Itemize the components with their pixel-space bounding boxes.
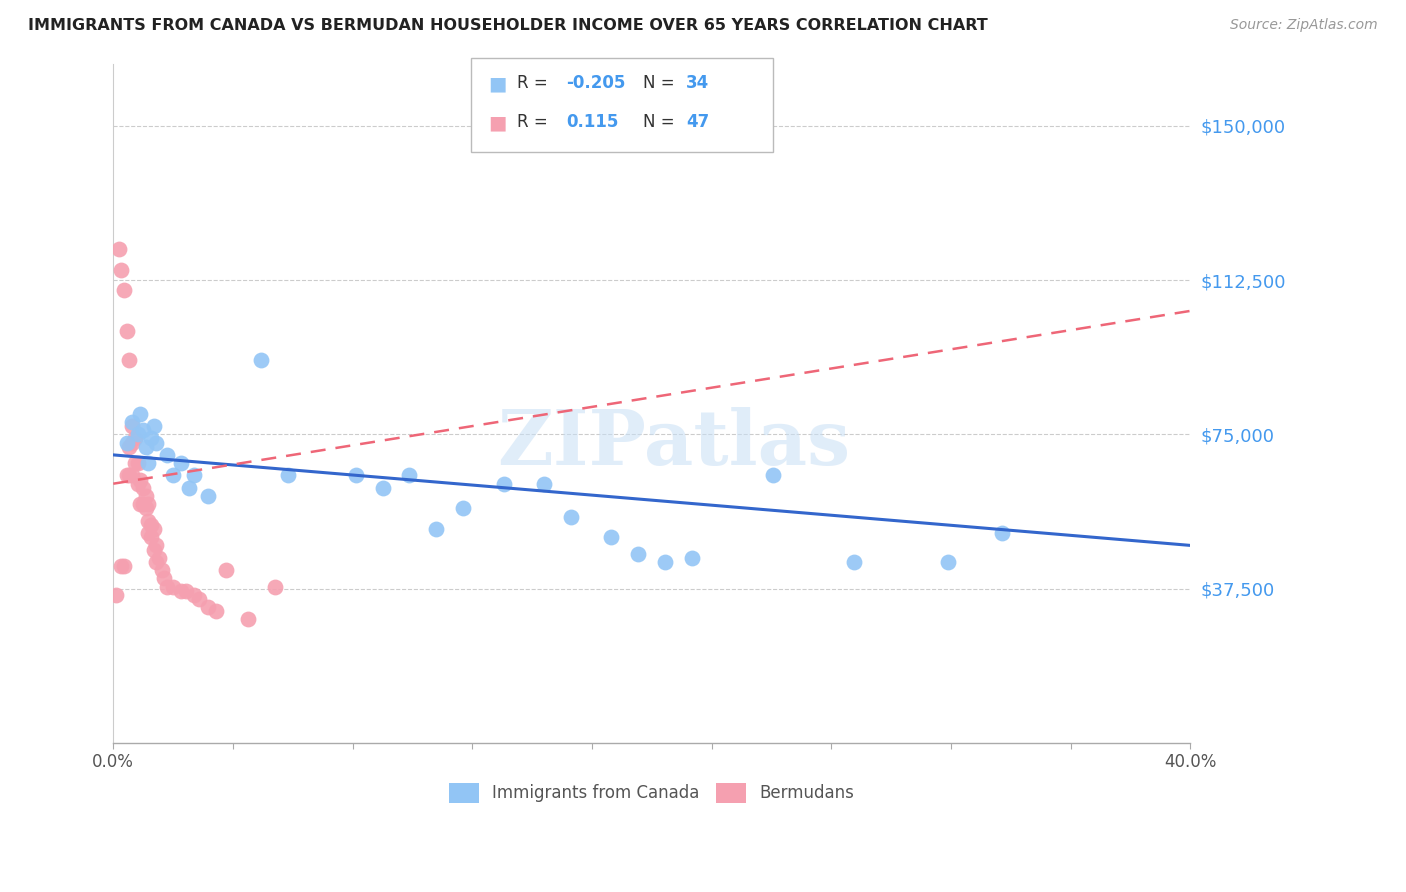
Text: ■: ■ bbox=[488, 113, 506, 132]
Point bbox=[124, 456, 146, 470]
Point bbox=[124, 432, 146, 446]
Point bbox=[183, 588, 205, 602]
Point bbox=[600, 530, 623, 544]
Point bbox=[169, 456, 191, 470]
Point bbox=[132, 481, 155, 495]
Point bbox=[204, 604, 226, 618]
Point bbox=[121, 415, 143, 429]
Text: 34: 34 bbox=[686, 74, 710, 92]
Point bbox=[162, 468, 184, 483]
Point bbox=[121, 468, 143, 483]
Point bbox=[492, 476, 515, 491]
Point bbox=[139, 432, 162, 446]
Point bbox=[115, 468, 138, 483]
Point bbox=[991, 526, 1014, 541]
Point bbox=[142, 542, 165, 557]
Point bbox=[118, 468, 141, 483]
Point bbox=[139, 517, 162, 532]
Text: N =: N = bbox=[643, 74, 679, 92]
Point bbox=[136, 514, 159, 528]
Point bbox=[145, 538, 167, 552]
Point bbox=[110, 559, 132, 574]
Text: Source: ZipAtlas.com: Source: ZipAtlas.com bbox=[1230, 18, 1378, 32]
Point bbox=[145, 435, 167, 450]
Text: 47: 47 bbox=[686, 113, 710, 131]
Text: R =: R = bbox=[517, 113, 554, 131]
Point bbox=[135, 440, 157, 454]
Point bbox=[132, 497, 155, 511]
Point bbox=[425, 522, 447, 536]
Point bbox=[681, 550, 703, 565]
Point bbox=[169, 583, 191, 598]
Point bbox=[127, 476, 149, 491]
Text: -0.205: -0.205 bbox=[567, 74, 626, 92]
Point bbox=[127, 456, 149, 470]
Point bbox=[132, 423, 155, 437]
Point bbox=[118, 440, 141, 454]
Point bbox=[142, 522, 165, 536]
Point bbox=[156, 448, 179, 462]
Point bbox=[560, 509, 582, 524]
Point bbox=[162, 580, 184, 594]
Point bbox=[153, 571, 176, 585]
Point bbox=[762, 468, 785, 483]
Point bbox=[129, 497, 152, 511]
Point bbox=[136, 526, 159, 541]
Point bbox=[371, 481, 394, 495]
Point bbox=[107, 242, 129, 256]
Point bbox=[197, 489, 219, 503]
Point bbox=[139, 530, 162, 544]
Point bbox=[145, 555, 167, 569]
Point bbox=[398, 468, 420, 483]
Point bbox=[136, 497, 159, 511]
Point bbox=[183, 468, 205, 483]
Text: ■: ■ bbox=[488, 74, 506, 93]
Point bbox=[129, 473, 152, 487]
Point bbox=[136, 456, 159, 470]
Point bbox=[115, 325, 138, 339]
Point bbox=[188, 591, 211, 606]
Text: ZIPatlas: ZIPatlas bbox=[496, 408, 849, 481]
Point bbox=[127, 427, 149, 442]
Point bbox=[142, 419, 165, 434]
Text: 0.115: 0.115 bbox=[567, 113, 619, 131]
Point bbox=[148, 550, 170, 565]
Text: N =: N = bbox=[643, 113, 679, 131]
Point bbox=[215, 563, 238, 577]
Point bbox=[112, 559, 135, 574]
Point bbox=[344, 468, 367, 483]
Point bbox=[842, 555, 865, 569]
Legend: Immigrants from Canada, Bermudans: Immigrants from Canada, Bermudans bbox=[443, 777, 862, 809]
Point bbox=[121, 435, 143, 450]
Point bbox=[236, 612, 259, 626]
Point bbox=[533, 476, 555, 491]
Point bbox=[627, 547, 650, 561]
Point bbox=[177, 481, 200, 495]
Point bbox=[135, 489, 157, 503]
Point bbox=[121, 419, 143, 434]
Point bbox=[250, 353, 273, 368]
Point bbox=[453, 501, 475, 516]
Point bbox=[150, 563, 173, 577]
Point bbox=[174, 583, 197, 598]
Point bbox=[197, 600, 219, 615]
Point bbox=[115, 435, 138, 450]
Point bbox=[129, 407, 152, 421]
Point bbox=[277, 468, 299, 483]
Point bbox=[156, 580, 179, 594]
Point bbox=[110, 262, 132, 277]
Point bbox=[112, 283, 135, 297]
Text: R =: R = bbox=[517, 74, 554, 92]
Point bbox=[263, 580, 285, 594]
Point bbox=[118, 353, 141, 368]
Point bbox=[654, 555, 676, 569]
Text: IMMIGRANTS FROM CANADA VS BERMUDAN HOUSEHOLDER INCOME OVER 65 YEARS CORRELATION : IMMIGRANTS FROM CANADA VS BERMUDAN HOUSE… bbox=[28, 18, 988, 33]
Point bbox=[104, 588, 127, 602]
Point bbox=[135, 501, 157, 516]
Point bbox=[936, 555, 959, 569]
